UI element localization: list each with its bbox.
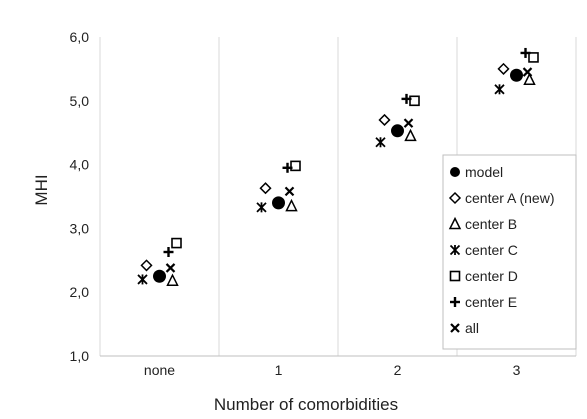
x-axis-label: Number of comorbidities [214,395,398,414]
data-point [282,162,293,173]
y-tick-label: 3,0 [70,220,90,236]
y-tick-label: 5,0 [70,93,90,109]
data-point [409,95,420,107]
legend: model center A (new) center B center C cente… [442,154,577,350]
legend-label: center A (new) [465,190,555,206]
x-tick-label: 2 [394,362,402,378]
data-point [391,124,404,138]
legend-marker [449,270,461,282]
data-point [378,113,391,127]
legend-marker [450,323,460,333]
legend-label: center E [465,294,517,310]
data-point [494,84,505,95]
data-point [290,160,301,172]
legend-label: model [465,164,503,180]
data-point [510,68,523,82]
x-tick-label: 3 [513,362,521,378]
y-tick-label: 4,0 [70,157,90,173]
legend-entry: center E [450,294,517,310]
data-point [375,137,386,148]
data-point [285,198,298,212]
data-point [163,247,174,258]
data-point [256,202,267,213]
y-tick-labels: 1,0 2,0 3,0 4,0 5,0 6,0 [70,29,90,364]
x-tick-label: 1 [275,362,283,378]
legend-marker [448,216,462,230]
data-point [137,274,148,285]
legend-label: center B [465,216,517,232]
legend-entry: center D [449,268,518,284]
legend-label: center C [465,242,518,258]
data-point [497,62,510,75]
data-point [140,259,153,272]
data-point [272,196,285,210]
data-point [528,52,539,63]
y-axis-label: MHI [32,174,51,205]
legend-marker [448,191,462,205]
data-point [171,237,182,249]
legend-entry: center C [449,242,518,258]
legend-box [442,154,577,350]
data-point [522,67,533,77]
legend-entry: all [450,320,479,336]
legend-entry: model [450,164,503,180]
y-tick-label: 1,0 [70,348,90,364]
y-tick-label: 2,0 [70,284,90,300]
data-point [284,186,295,197]
data-point [153,269,166,283]
data-points [137,47,539,286]
legend-marker [449,244,461,256]
data-point [259,182,272,195]
legend-label: all [465,320,479,336]
legend-marker [450,167,460,177]
legend-entry: center B [448,216,517,232]
data-point [403,118,414,128]
data-point [165,263,176,273]
x-tick-labels: none 1 2 3 [144,362,521,378]
y-tick-label: 6,0 [70,29,90,45]
data-point [404,128,417,142]
legend-entry: center A (new) [448,190,555,206]
data-point [166,273,179,286]
data-point [401,93,412,104]
legend-label: center D [465,268,518,284]
data-point [523,72,536,85]
data-point [520,47,531,58]
legend-marker [450,297,460,307]
x-tick-label: none [144,362,175,378]
